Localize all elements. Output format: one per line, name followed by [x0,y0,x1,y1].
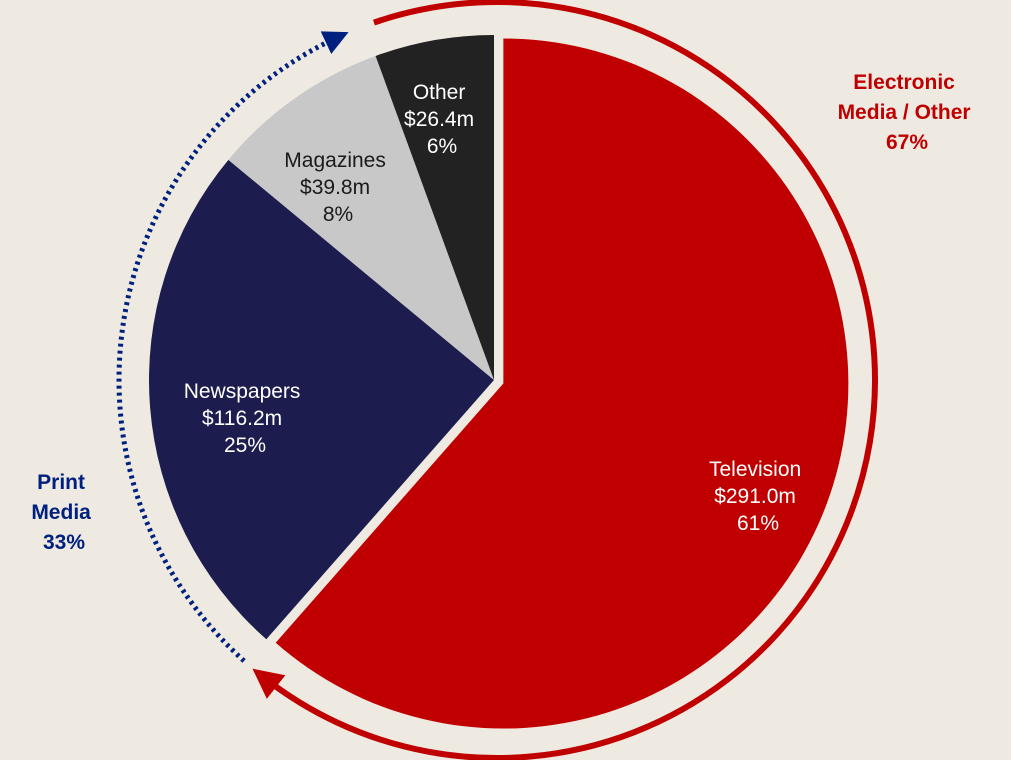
label-newspapers: Newspapers $116.2m 25% [184,380,307,457]
electronic-media-arc [252,0,878,760]
slice-value: $116.2m [202,407,282,430]
slice-value: $39.8m [300,176,370,199]
slice-name: Other [413,81,466,104]
slice-value: $26.4m [404,108,474,131]
label-electronic-media: Electronic Media / Other 67% [838,71,977,154]
slice-magazines [228,55,494,380]
slice-name: Television [709,458,801,481]
slice-television [275,38,849,729]
group-percent: 33% [43,531,85,554]
print-media-arc [116,31,349,663]
group-line: Media / Other [838,101,971,124]
slice-percent: 61% [737,512,779,535]
group-line: Electronic [853,71,955,94]
group-line: Media [31,501,91,524]
group-line: Print [37,471,85,494]
slice-name: Magazines [284,149,386,172]
label-print-media: Print Media 33% [31,471,96,554]
slice-name: Newspapers [184,380,301,403]
pie-slices [149,35,849,729]
slice-percent: 25% [224,434,266,457]
slice-percent: 6% [427,135,457,158]
label-magazines: Magazines $39.8m 8% [284,149,391,226]
group-percent: 67% [886,131,928,154]
slice-newspapers [149,159,494,640]
slice-value: $291.0m [714,485,796,508]
slice-other [375,35,494,380]
slice-percent: 8% [323,203,353,226]
label-other: Other $26.4m 6% [404,81,480,158]
label-television: Television $291.0m 61% [709,458,807,535]
